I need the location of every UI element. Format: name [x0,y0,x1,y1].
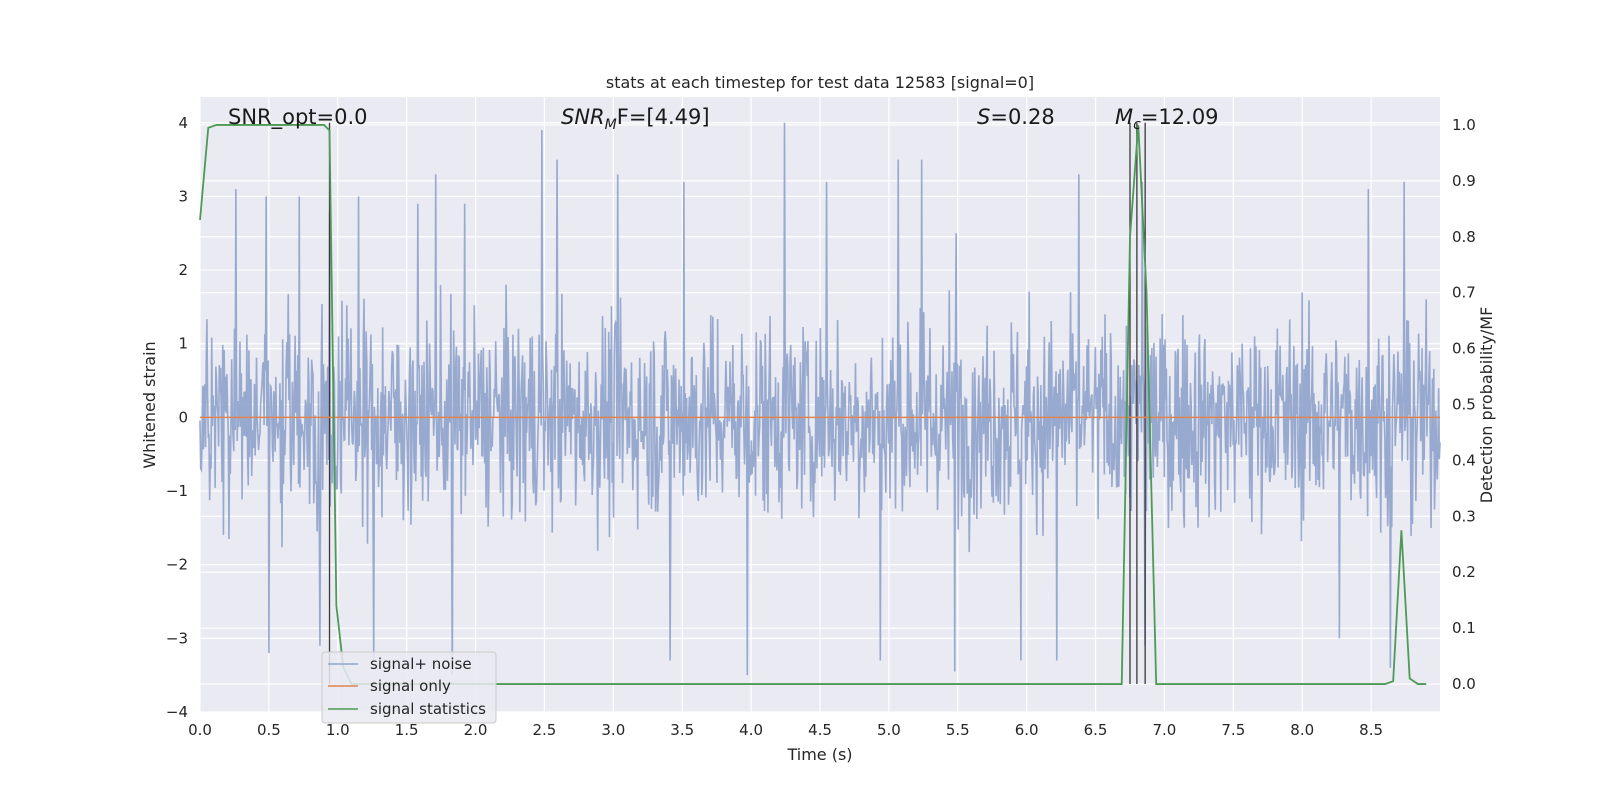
legend-label-signal-only: signal only [370,677,451,695]
legend: signal+ noise signal only signal statist… [321,651,497,724]
x-tick-label: 3.0 [601,721,625,739]
x-tick-label: 5.5 [946,721,970,739]
mc-annotation: Mc=12.09 [1115,105,1219,133]
x-tick-label: 0.0 [188,721,212,739]
y-tick-label: 3 [178,187,188,205]
y-right-ticks: 0.0 0.1 0.2 0.3 0.4 0.5 0.6 0.7 0.8 0.9 1.0 [1452,116,1476,693]
y2-tick-label: 0.7 [1452,284,1476,302]
chart-title: stats at each timestep for test data 125… [606,73,1034,92]
x-tick-label: 5.0 [877,721,901,739]
y2-tick-label: 0.0 [1452,675,1476,693]
y-left-ticks: −4 −3 −2 −1 0 1 2 3 4 [166,114,188,721]
x-tick-label: 6.0 [1015,721,1039,739]
y2-axis-label: Detection probability/MF [1477,307,1496,504]
y-tick-label: −3 [166,629,188,647]
x-tick-label: 2.5 [533,721,557,739]
mc-label: M [1115,105,1133,129]
signal-statistics-series [199,124,1427,685]
y2-tick-label: 0.2 [1452,563,1476,581]
x-tick-label: 1.5 [395,721,419,739]
x-tick-label: 0.5 [257,721,281,739]
y-tick-label: 2 [178,261,188,279]
signal-noise-line [199,122,1441,676]
vertical-markers [328,122,1146,685]
x-axis-label: Time (s) [786,745,852,764]
y-axis-label: Whitened strain [140,341,159,468]
snr-opt-annotation: SNR_opt=0.0 [228,105,368,130]
y2-tick-label: 0.5 [1452,396,1476,414]
y-tick-label: −2 [166,556,188,574]
y-tick-label: −1 [166,482,188,500]
x-tick-label: 7.0 [1153,721,1177,739]
snr-mf-annotation: SNRMF=[4.49] [561,105,710,133]
y2-tick-label: 0.3 [1452,507,1476,525]
s-annotation: S=0.28 [977,105,1055,129]
signal-noise-series [199,122,1441,676]
snr-mf-subscript: M [605,117,617,133]
x-tick-label: 7.5 [1221,721,1245,739]
y2-tick-label: 0.4 [1452,451,1476,469]
x-tick-label: 8.5 [1359,721,1383,739]
x-tick-label: 2.0 [464,721,488,739]
y2-tick-label: 0.6 [1452,340,1476,358]
y2-tick-label: 0.9 [1452,172,1476,190]
y-tick-label: 4 [178,114,188,132]
x-tick-label: 3.5 [670,721,694,739]
snr-mf-value: F=[4.49] [617,105,710,129]
snr-mf-label: SNR [561,105,605,129]
signal-statistics-line [199,124,1427,685]
y-tick-label: −4 [166,703,188,721]
mc-subscript: c [1133,117,1141,133]
s-value: =0.28 [990,105,1054,129]
legend-label-statistics: signal statistics [370,700,486,718]
y2-tick-label: 1.0 [1452,116,1476,134]
legend-label-noise: signal+ noise [370,655,472,673]
y-tick-label: 1 [178,335,188,353]
x-tick-label: 6.5 [1084,721,1108,739]
x-tick-label: 1.0 [326,721,350,739]
s-label: S [977,105,990,129]
mc-value: =12.09 [1141,105,1219,129]
y-tick-label: 0 [178,408,188,426]
x-tick-label: 8.0 [1290,721,1314,739]
x-tick-label: 4.5 [808,721,832,739]
x-tick-label: 4.0 [739,721,763,739]
y2-tick-label: 0.1 [1452,619,1476,637]
y2-tick-label: 0.8 [1452,228,1476,246]
x-ticks: 0.0 0.5 1.0 1.5 2.0 2.5 3.0 3.5 4.0 4.5 5.0 5.5 6.0 6… [188,721,1383,739]
legend-box [321,651,497,724]
